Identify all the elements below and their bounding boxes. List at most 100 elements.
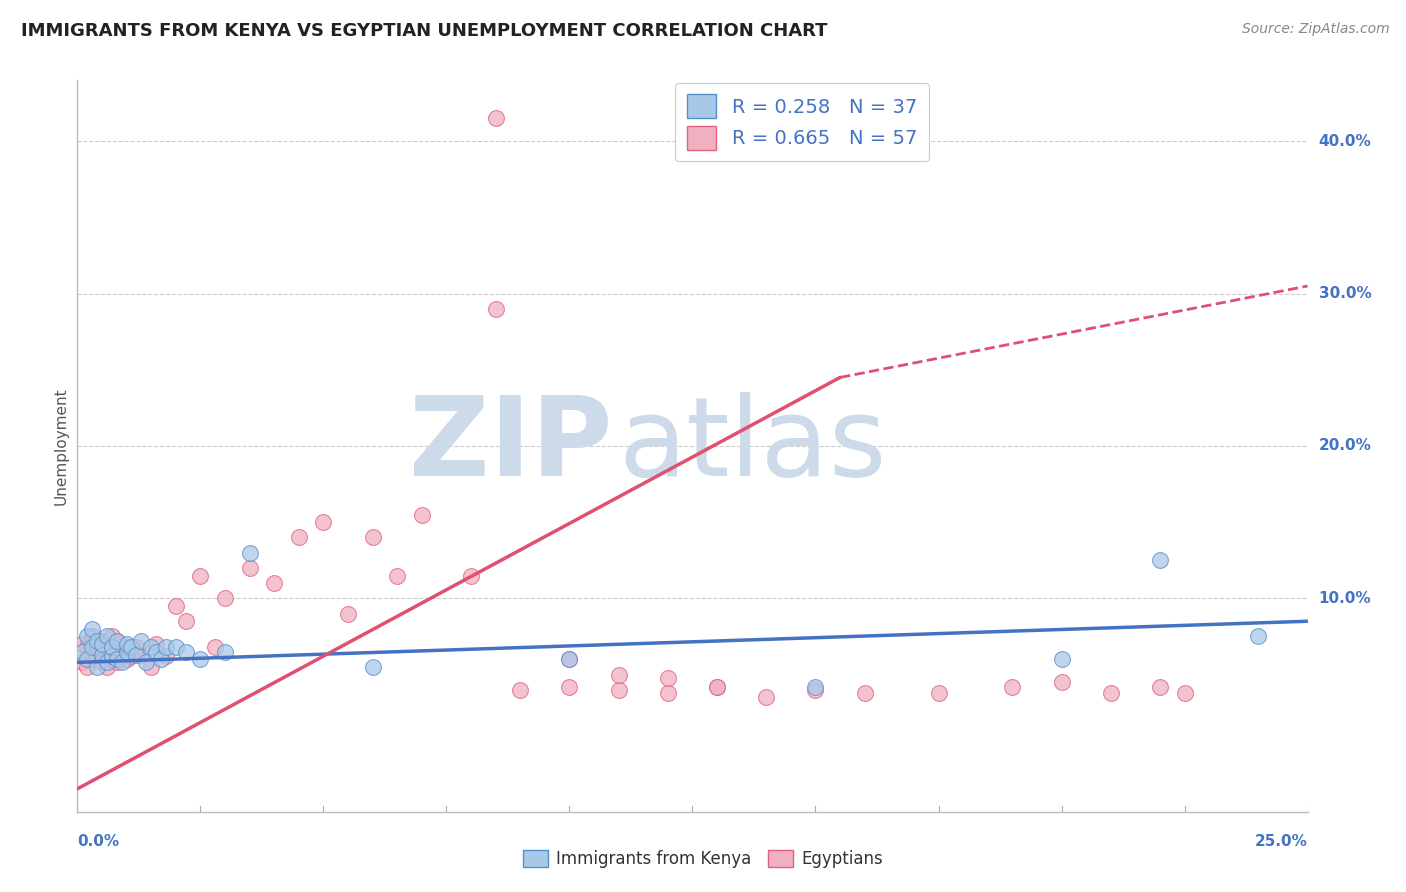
Point <box>115 652 138 666</box>
Point <box>70 645 93 659</box>
Point <box>86 634 108 648</box>
Point <box>76 660 98 674</box>
Point <box>96 630 118 644</box>
Point <box>288 530 311 544</box>
Point <box>607 667 630 681</box>
Text: 20.0%: 20.0% <box>1319 439 1372 453</box>
Point <box>101 630 124 644</box>
Point <box>188 568 212 582</box>
Point <box>105 634 128 648</box>
Point <box>125 648 148 662</box>
Point <box>361 530 384 544</box>
Text: ZIP: ZIP <box>409 392 613 500</box>
Point <box>121 649 143 664</box>
Point <box>111 645 132 659</box>
Point <box>135 656 157 670</box>
Point <box>141 640 163 655</box>
Point <box>558 652 581 666</box>
Point <box>165 640 187 655</box>
Point <box>76 630 98 644</box>
Point <box>82 630 104 644</box>
Point <box>101 652 124 666</box>
Point <box>70 656 93 670</box>
Point <box>90 634 114 648</box>
Legend: Immigrants from Kenya, Egyptians: Immigrants from Kenya, Egyptians <box>516 843 890 875</box>
Point <box>928 686 950 700</box>
Point <box>174 645 197 659</box>
Point <box>706 680 728 694</box>
Point <box>204 640 226 655</box>
Point <box>558 652 581 666</box>
Y-axis label: Unemployment: Unemployment <box>53 387 69 505</box>
Point <box>607 682 630 697</box>
Point <box>188 652 212 666</box>
Point <box>361 660 384 674</box>
Point <box>214 645 236 659</box>
Point <box>485 301 508 316</box>
Point <box>1050 652 1073 666</box>
Text: 25.0%: 25.0% <box>1254 834 1308 849</box>
Point <box>105 656 128 670</box>
Point <box>804 682 827 697</box>
Point <box>121 640 143 655</box>
Point <box>145 645 167 659</box>
Point <box>105 652 128 666</box>
Point <box>101 649 124 664</box>
Point <box>145 637 167 651</box>
Point <box>460 568 482 582</box>
Text: atlas: atlas <box>619 392 887 500</box>
Point <box>141 660 163 674</box>
Point <box>76 640 98 655</box>
Point <box>115 637 138 651</box>
Point <box>129 648 153 662</box>
Point <box>1001 680 1024 694</box>
Point <box>214 591 236 606</box>
Point <box>385 568 409 582</box>
Point <box>509 682 531 697</box>
Point <box>155 649 177 664</box>
Point <box>165 599 187 613</box>
Point <box>90 648 114 662</box>
Point <box>239 561 262 575</box>
Point <box>657 671 679 685</box>
Point <box>755 690 778 705</box>
Point <box>706 680 728 694</box>
Point <box>804 680 827 694</box>
Point <box>411 508 433 522</box>
Point <box>86 640 108 655</box>
Point <box>86 649 108 664</box>
Point <box>558 680 581 694</box>
Point <box>76 652 98 666</box>
Point <box>155 640 177 655</box>
Text: 10.0%: 10.0% <box>1319 591 1371 606</box>
Text: Source: ZipAtlas.com: Source: ZipAtlas.com <box>1241 22 1389 37</box>
Point <box>337 607 360 621</box>
Point <box>125 640 148 655</box>
Point <box>853 686 876 700</box>
Point <box>1247 630 1270 644</box>
Point <box>174 614 197 628</box>
Point <box>1149 553 1171 567</box>
Point <box>1050 675 1073 690</box>
Point <box>115 645 138 659</box>
Point <box>70 637 93 651</box>
Point <box>115 640 138 655</box>
Point <box>312 515 335 529</box>
Point <box>111 656 132 670</box>
Point <box>105 634 128 648</box>
Point <box>90 656 114 670</box>
Legend: R = 0.258   N = 37, R = 0.665   N = 57: R = 0.258 N = 37, R = 0.665 N = 57 <box>675 83 929 161</box>
Point <box>96 640 118 655</box>
Point <box>1099 686 1122 700</box>
Text: IMMIGRANTS FROM KENYA VS EGYPTIAN UNEMPLOYMENT CORRELATION CHART: IMMIGRANTS FROM KENYA VS EGYPTIAN UNEMPL… <box>21 22 828 40</box>
Point <box>82 640 104 655</box>
Point <box>82 622 104 636</box>
Point <box>1149 680 1171 694</box>
Point <box>129 634 153 648</box>
Text: 30.0%: 30.0% <box>1319 286 1371 301</box>
Point <box>263 576 285 591</box>
Text: 40.0%: 40.0% <box>1319 134 1371 149</box>
Point <box>1174 686 1197 700</box>
Point <box>239 546 262 560</box>
Point <box>657 686 679 700</box>
